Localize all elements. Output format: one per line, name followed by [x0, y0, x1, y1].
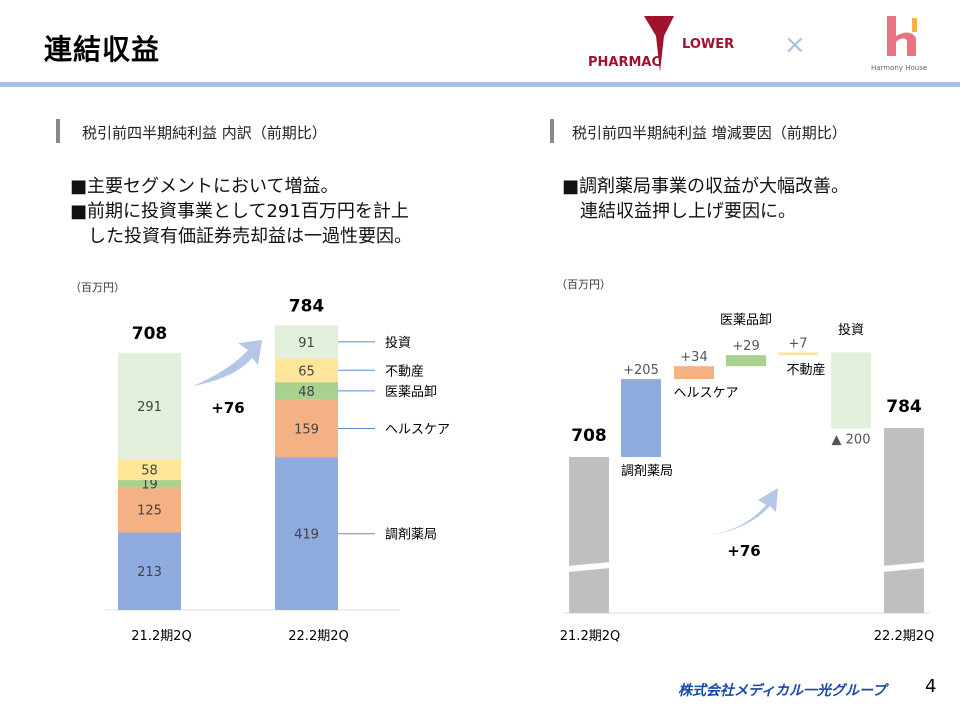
bar-segment — [275, 382, 338, 400]
bar-segment — [118, 480, 181, 487]
bullet: ■前期に投資事業として291百万円を計上 — [70, 201, 409, 222]
axis-break — [882, 562, 926, 572]
data-label: +34 — [680, 350, 707, 365]
data-label: +7 — [788, 337, 807, 352]
axis-break — [567, 562, 611, 572]
x-tick-label: 21.2期2Q — [131, 629, 191, 644]
data-label: ▲ 200 — [832, 433, 871, 448]
data-label: 213 — [137, 565, 162, 580]
total-label: 708 — [132, 324, 168, 344]
svg-text:PHARMAC: PHARMAC — [588, 55, 661, 70]
bullet: ■調剤薬局事業の収益が大幅改善。 — [562, 176, 850, 197]
bar-segment — [275, 358, 338, 383]
right-heading: 税引前四半期純利益 増減要因（前期比） — [572, 124, 847, 142]
series-label: 不動産 — [385, 363, 424, 379]
data-label: +205 — [623, 363, 659, 378]
growth-arrow — [193, 340, 262, 386]
total-label: 784 — [886, 397, 922, 417]
waterfall-bar — [674, 366, 714, 380]
bar-segment — [118, 486, 181, 533]
series-label: 調剤薬局 — [621, 463, 673, 479]
total-bar — [569, 457, 609, 613]
bullet: 連結収益押し上げ要因に。 — [562, 201, 796, 222]
bar-segment — [118, 458, 181, 481]
data-label: 291 — [137, 400, 162, 415]
data-label: 48 — [298, 385, 315, 400]
data-label: +29 — [732, 339, 759, 354]
left-heading: 税引前四半期純利益 内訳（前期比） — [82, 124, 327, 142]
waterfall-bar — [726, 355, 766, 367]
data-label: 159 — [294, 423, 319, 438]
svg-text:Harmony House: Harmony House — [871, 64, 927, 72]
waterfall-bar — [621, 379, 661, 457]
series-label: 医薬品卸 — [720, 312, 772, 328]
unit-label: （百万円） — [556, 278, 611, 291]
data-label: 19 — [141, 478, 158, 493]
series-label: 投資 — [385, 335, 411, 351]
data-label: 58 — [141, 463, 158, 478]
series-label: 投資 — [838, 322, 864, 338]
x-tick-label: 22.2期2Q — [288, 629, 348, 644]
header-divider — [0, 82, 960, 87]
company-logo: 株式会社メディカル一光グループ — [678, 683, 887, 699]
page-title: 連結収益 — [44, 33, 161, 66]
series-label: 不動産 — [786, 362, 825, 378]
harmony-house-logo: Harmony House — [870, 14, 940, 78]
growth-arrow — [706, 488, 778, 536]
bar-segment — [118, 353, 181, 459]
series-label: ヘルスケア — [673, 386, 738, 401]
bullet: した投資有価証券売却益は一過性要因。 — [70, 226, 412, 247]
bar-segment — [275, 399, 338, 458]
total-label: 708 — [571, 426, 607, 446]
total-label: 784 — [289, 296, 325, 316]
x-tick-label: 21.2期2Q — [560, 629, 620, 644]
section-marker — [550, 119, 554, 143]
data-label: 65 — [298, 364, 315, 379]
total-bar — [884, 428, 924, 613]
data-label: 125 — [137, 504, 162, 519]
section-marker — [56, 119, 60, 143]
bar-segment — [275, 457, 338, 610]
page-number: 4 — [925, 676, 937, 697]
data-label: 419 — [294, 528, 319, 543]
bullet: ■主要セグメントにおいて増益。 — [70, 176, 339, 197]
svg-text:LOWER: LOWER — [682, 37, 734, 52]
series-label: 医薬品卸 — [385, 384, 437, 400]
series-label: ヘルスケア — [385, 423, 450, 438]
x-tick-label: 22.2期2Q — [874, 629, 934, 644]
waterfall-bar — [778, 352, 818, 356]
separator: × — [784, 30, 806, 60]
bar-segment — [275, 325, 338, 359]
bar-segment — [118, 532, 181, 610]
waterfall-bar — [831, 352, 871, 429]
pharmac-flower-logo: PHARMAC LOWER — [586, 14, 746, 78]
change-label: +76 — [727, 542, 760, 560]
unit-label: （百万円） — [70, 281, 125, 294]
change-label: +76 — [211, 399, 244, 417]
data-label: 91 — [298, 336, 315, 351]
series-label: 調剤薬局 — [385, 527, 437, 543]
